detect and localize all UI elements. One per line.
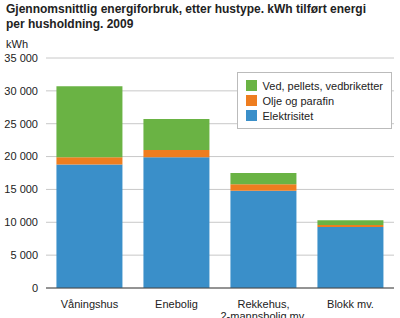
svg-text:Blokk mv.: Blokk mv. <box>327 298 374 310</box>
svg-text:30 000: 30 000 <box>8 85 38 97</box>
html-text:Gjennomsnittlig energiforbruk,: Gjennomsnittlig energiforbruk, etter hus… <box>6 2 366 31</box>
html-text:Ved, pellets, vedbriketter: Ved, pellets, vedbriketter <box>262 79 383 92</box>
html-text:kWh: kWh <box>6 38 28 50</box>
svg-text:5 000: 5 000 <box>10 249 38 261</box>
svg-text:25 000: 25 000 <box>8 118 38 130</box>
html-text:Elektrisitet: Elektrisitet <box>262 109 314 122</box>
html-text:Olje og parafin: Olje og parafin <box>262 94 335 107</box>
svg-text:20 000: 20 000 <box>8 150 38 162</box>
svg-text:35 000: 35 000 <box>8 52 38 64</box>
svg-text:0: 0 <box>32 282 38 294</box>
svg-text:Enebolig: Enebolig <box>155 298 198 310</box>
svg-text:Rekkehus,2-mannsbolig mv.: Rekkehus,2-mannsbolig mv. <box>221 298 307 318</box>
svg-text:Våningshus: Våningshus <box>61 298 119 310</box>
svg-text:15 000: 15 000 <box>8 183 38 195</box>
svg-text:10 000: 10 000 <box>8 216 38 228</box>
